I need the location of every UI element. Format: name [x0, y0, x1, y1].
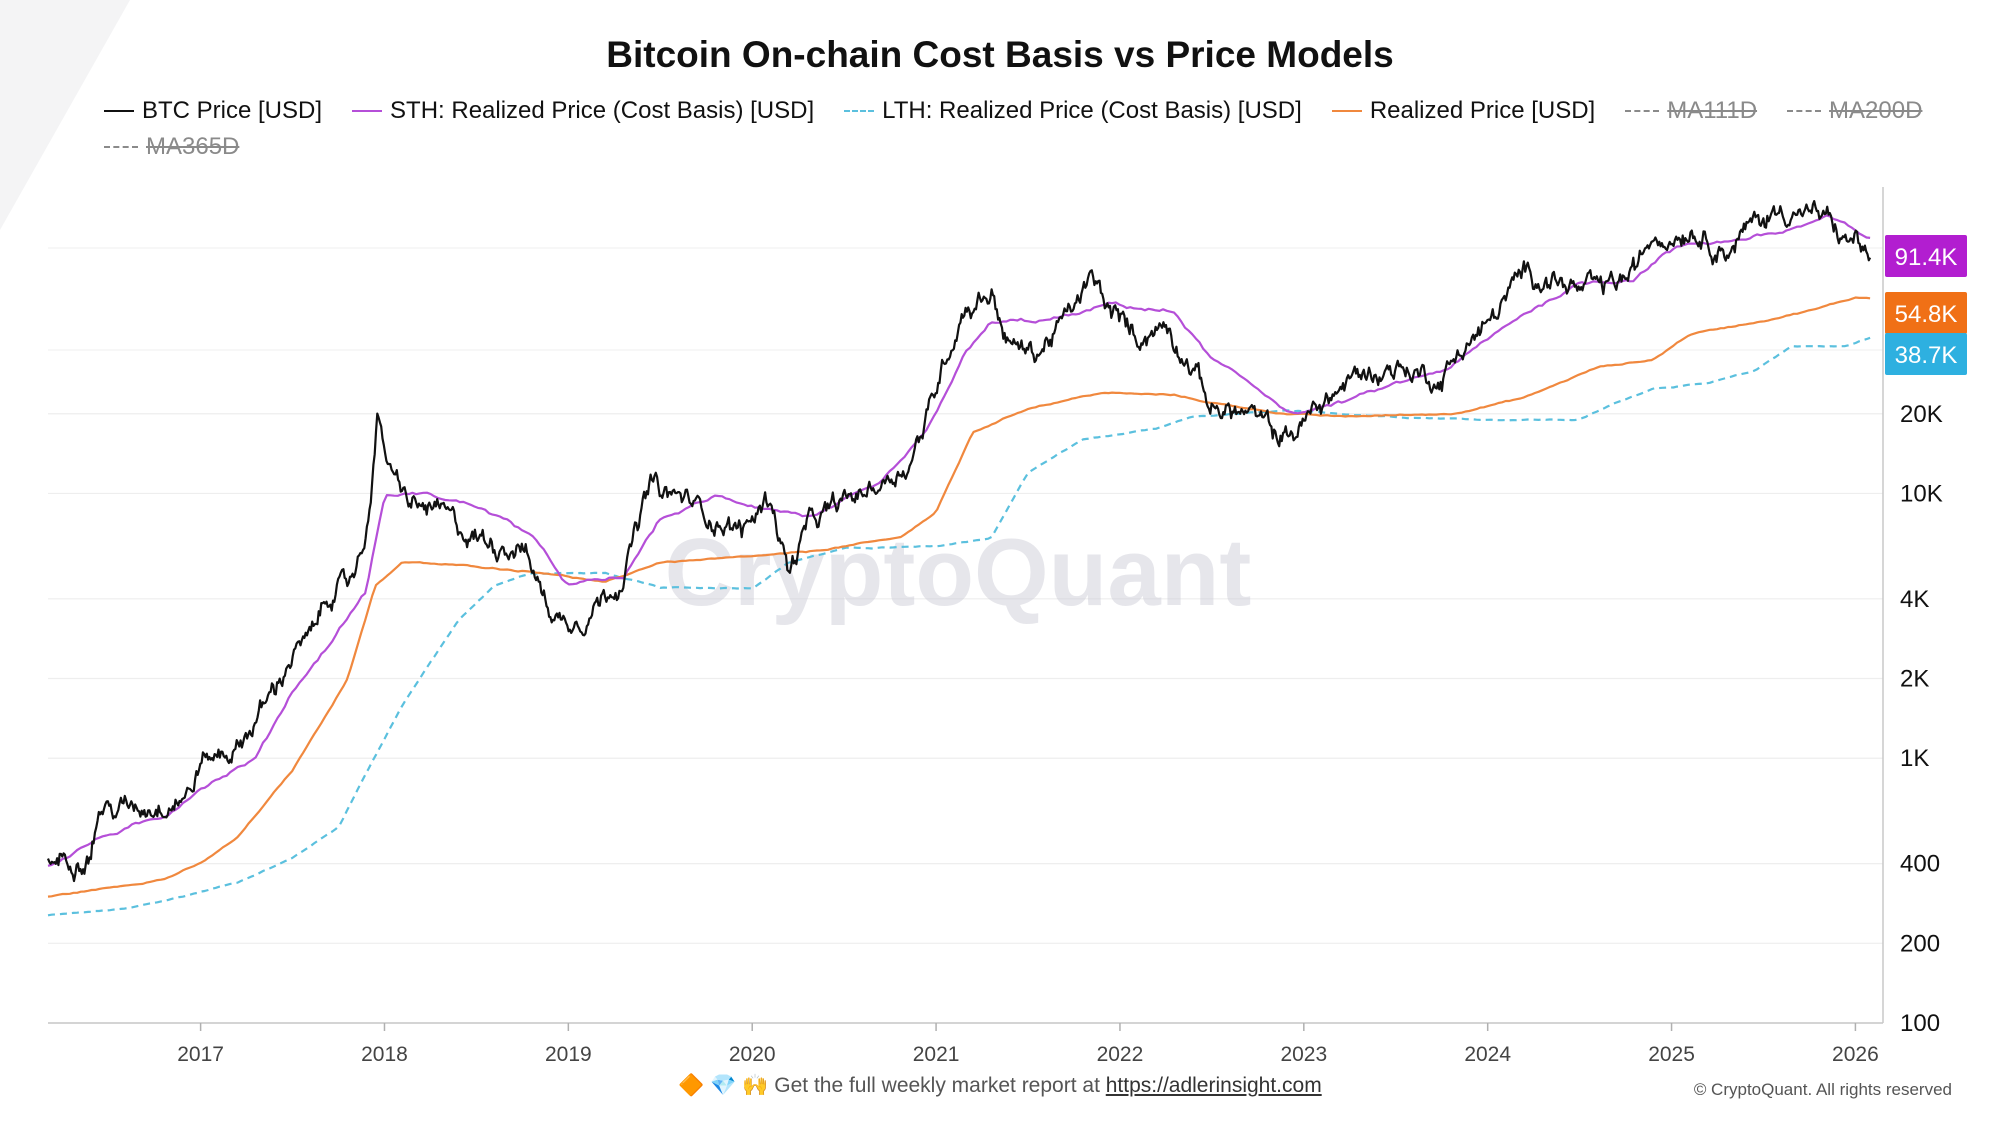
last-value-tag-label: 54.8K	[1895, 301, 1958, 328]
x-tick-label: 2017	[177, 1043, 224, 1066]
series-layer	[46, 200, 1872, 917]
last-value-tag	[1885, 235, 1967, 277]
promo-emoji-icons: 🔶 💎 🙌	[678, 1074, 769, 1097]
legend-item-2[interactable]: LTH: Realized Price (Cost Basis) [USD]	[844, 96, 1302, 126]
x-tick-label: 2026	[1832, 1043, 1879, 1066]
x-tick-label: 2018	[361, 1043, 408, 1066]
legend-item-3[interactable]: Realized Price [USD]	[1331, 96, 1596, 126]
y-tick-label: 1K	[1900, 745, 1929, 772]
legend-item-5[interactable]: MA200D	[1787, 96, 1922, 126]
corner-shade	[0, 0, 130, 230]
legend-label: MA365D	[146, 133, 240, 160]
x-tick-label: 2021	[913, 1043, 960, 1066]
legend-swatch-icon	[844, 106, 875, 116]
y-tick-label: 4K	[1900, 586, 1929, 613]
chart-title: Bitcoin On-chain Cost Basis vs Price Mod…	[606, 34, 1394, 75]
x-tick-label: 2019	[545, 1043, 592, 1066]
y-tick-label: 200	[1900, 930, 1940, 957]
legend-label: STH: Realized Price (Cost Basis) [USD]	[390, 97, 815, 124]
copyright: © CryptoQuant. All rights reserved	[1693, 1080, 1952, 1099]
legend-swatch-icon	[352, 106, 383, 116]
report-link[interactable]: https://adlerinsight.com	[1105, 1074, 1322, 1097]
last-value-tag	[1885, 333, 1967, 375]
footer-promo: 🔶 💎 🙌 Get the full weekly market report …	[0, 1074, 2000, 1098]
legend-swatch-icon	[1331, 106, 1362, 116]
promo-text: Get the full weekly market report at	[774, 1074, 1100, 1097]
series-line-1	[47, 214, 1871, 867]
y-tick-label: 400	[1900, 851, 1940, 878]
last-value-tag-label: 91.4K	[1895, 244, 1958, 271]
legend: BTC Price [USD] STH: Realized Price (Cost…	[104, 96, 1964, 162]
last-value-tag	[1885, 292, 1967, 334]
legend-item-4[interactable]: MA111D	[1625, 96, 1757, 126]
y-tick-label: 100	[1900, 1010, 1940, 1037]
x-tick-label: 2022	[1097, 1043, 1144, 1066]
legend-item-1[interactable]: STH: Realized Price (Cost Basis) [USD]	[352, 96, 814, 126]
legend-swatch-icon	[104, 106, 134, 116]
legend-label: MA111D	[1667, 97, 1758, 124]
x-tick-label: 2023	[1280, 1043, 1327, 1066]
y-tick-label: 20K	[1900, 401, 1943, 428]
legend-label: BTC Price [USD]	[142, 97, 323, 124]
legend-swatch-icon	[1625, 106, 1660, 116]
series-line-2	[47, 296, 1871, 898]
series-line-3	[47, 336, 1871, 917]
x-tick-label: 2020	[729, 1043, 776, 1066]
legend-swatch-icon	[1787, 106, 1822, 116]
legend-item-6[interactable]: MA365D	[104, 132, 239, 162]
y-tick-label: 10K	[1900, 480, 1943, 507]
x-tick-label: 2024	[1464, 1043, 1511, 1066]
last-value-tag-label: 38.7K	[1895, 342, 1958, 369]
legend-item-0[interactable]: BTC Price [USD]	[104, 96, 322, 126]
axes: 100 200 400 1K 2K 4K 10K 20K 2017 2018 2019 2020 202…	[48, 187, 1943, 1066]
last-value-tags: 91.4K 54.8K 38.7K	[1885, 235, 1967, 375]
y-tick-label: 2K	[1900, 666, 1929, 693]
legend-label: Realized Price [USD]	[1369, 97, 1596, 124]
watermark: CryptoQuant	[665, 519, 1252, 626]
legend-label: LTH: Realized Price (Cost Basis) [USD]	[882, 97, 1302, 124]
legend-label: MA200D	[1829, 97, 1923, 124]
x-tick-label: 2025	[1648, 1043, 1695, 1066]
series-line-0	[46, 200, 1872, 883]
legend-swatch-icon	[104, 142, 138, 152]
